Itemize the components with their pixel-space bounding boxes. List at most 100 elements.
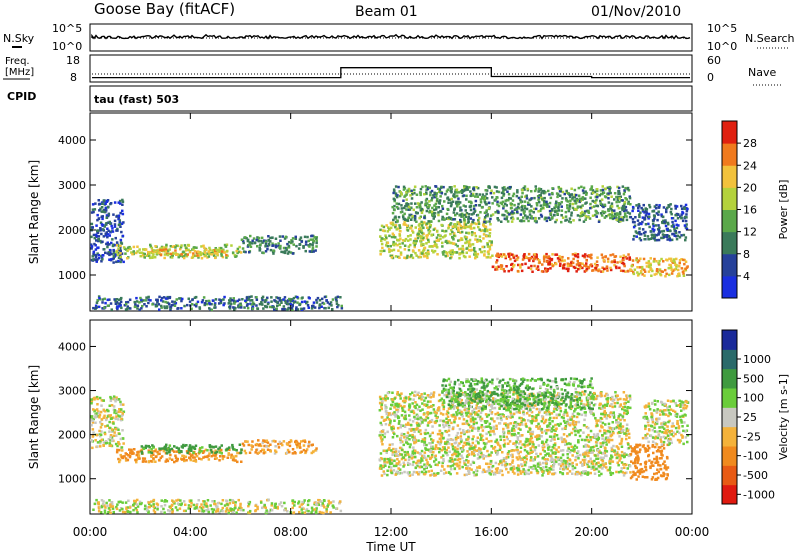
velocity-echo-cell [140, 450, 144, 454]
power-echo-cell [577, 268, 580, 271]
velocity-echo-cell [595, 444, 598, 447]
power-echo-cell [322, 302, 326, 305]
power-echo-cell [468, 241, 471, 244]
power-echo-cell [559, 194, 562, 197]
power-echo-cell [267, 239, 270, 242]
power-echo-cell [169, 245, 173, 248]
velocity-echo-cell [454, 436, 458, 440]
velocity-echo-cell [409, 443, 412, 446]
velocity-echo-cell [552, 410, 556, 413]
power-echo-cell [565, 267, 568, 271]
power-echo-cell [579, 262, 582, 265]
power-echo-cell [106, 221, 110, 224]
velocity-echo-cell [561, 449, 565, 452]
velocity-echo-cell [460, 439, 463, 442]
power-echo-cell [393, 208, 396, 212]
power-echo-cell [570, 193, 573, 196]
power-echo-cell [394, 242, 397, 245]
velocity-echo-cell [261, 506, 264, 510]
velocity-echo-cell [391, 412, 395, 415]
power-echo-cell [643, 210, 647, 213]
power-echo-cell [459, 190, 463, 193]
power-echo-cell [417, 249, 421, 252]
power-echo-cell [624, 213, 627, 217]
power-echo-cell [530, 205, 533, 208]
velocity-echo-cell [469, 417, 473, 421]
power-echo-cell [625, 215, 628, 218]
power-echo-cell [271, 236, 274, 239]
power-echo-cell [597, 269, 600, 273]
power-echo-cell [153, 256, 157, 259]
velocity-echo-cell [299, 446, 302, 449]
power-echo-cell [602, 191, 606, 194]
power-echo-cell [107, 214, 110, 218]
power-echo-cell [525, 197, 529, 200]
power-echo-cell [184, 252, 187, 256]
velocity-echo-cell [221, 510, 224, 513]
power-echo-cell [110, 252, 113, 256]
power-echo-cell [454, 243, 458, 246]
power-echo-cell [667, 234, 671, 238]
velocity-echo-cell [225, 500, 229, 503]
power-echo-cell [428, 200, 431, 203]
power-echo-cell [540, 191, 543, 195]
power-echo-cell [434, 202, 438, 206]
velocity-echo-cell [473, 474, 476, 477]
power-echo-cell [175, 244, 178, 247]
velocity-echo-cell [411, 452, 414, 456]
power-echo-cell [486, 242, 489, 245]
velocity-echo-cell [414, 394, 417, 398]
power-echo-cell [441, 204, 444, 208]
velocity-echo-region [140, 443, 243, 455]
power-echo-cell [601, 210, 604, 213]
power-echo-cell [460, 215, 463, 218]
power-echo-cell [503, 270, 506, 273]
velocity-echo-cell [448, 450, 451, 453]
power-echo-cell [522, 186, 525, 190]
power-echo-cell [247, 244, 250, 247]
power-echo-cell [467, 217, 470, 221]
power-echo-cell [639, 269, 643, 273]
power-echo-cell [148, 254, 151, 258]
power-echo-cell [434, 185, 437, 188]
power-echo-cell [169, 255, 173, 259]
power-echo-cell [665, 234, 669, 237]
velocity-echo-cell [574, 423, 578, 426]
velocity-echo-cell [94, 439, 97, 442]
power-echo-cell [465, 225, 468, 228]
power-echo-cell [681, 210, 684, 214]
velocity-echo-cell [204, 448, 208, 452]
velocity-echo-cell [304, 451, 307, 455]
velocity-echo-cell [426, 462, 429, 466]
velocity-echo-cell [136, 511, 139, 514]
velocity-echo-cell [524, 469, 527, 473]
power-echo-cell [487, 201, 491, 205]
velocity-echo-cell [115, 410, 118, 413]
velocity-echo-cell [536, 391, 540, 395]
velocity-echo-cell [285, 451, 289, 454]
power-echo-cell [278, 303, 281, 307]
velocity-echo-cell [569, 449, 573, 452]
power-echo-cell [450, 187, 453, 190]
power-echo-cell [651, 222, 655, 226]
velocity-echo-cell [476, 449, 480, 452]
power-echo-cell [398, 234, 402, 237]
power-echo-cell [285, 246, 289, 250]
power-echo-cell [579, 199, 582, 202]
power-echo-cell [533, 189, 537, 193]
velocity-echo-cell [600, 472, 603, 476]
velocity-echo-cell [261, 441, 264, 444]
power-echo-cell [103, 208, 106, 212]
velocity-echo-cell [175, 446, 179, 449]
power-echo-cell [121, 203, 124, 206]
velocity-echo-cell [604, 440, 608, 443]
power-echo-cell [570, 211, 573, 214]
velocity-echo-cell [241, 442, 245, 446]
power-echo-cell [594, 201, 597, 204]
power-echo-cell [390, 249, 394, 252]
velocity-echo-cell [385, 395, 388, 398]
power-echo-cell [637, 203, 641, 206]
power-echo-cell [435, 192, 439, 195]
power-echo-cell [309, 238, 313, 241]
power-echo-cell [135, 300, 139, 303]
